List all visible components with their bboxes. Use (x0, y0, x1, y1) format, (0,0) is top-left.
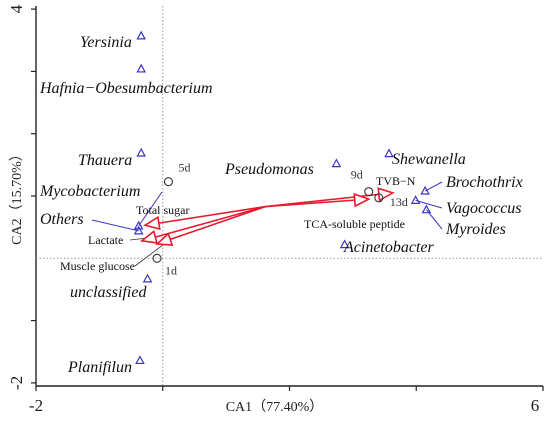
taxon-marker (136, 30, 147, 40)
vector-label: TVB−N (376, 174, 416, 188)
vector-label: TCA-soluble peptide (304, 217, 405, 231)
taxon-label: Hafnia−Obesumbacterium (39, 80, 213, 97)
taxon-marker (421, 204, 432, 214)
taxon-label: Myroides (445, 221, 506, 238)
taxon-marker (136, 147, 147, 157)
taxon-marker (410, 195, 421, 204)
sample-marker (374, 193, 384, 203)
sample-marker (163, 177, 174, 187)
vector-shaft (155, 205, 266, 238)
vector-shaft (170, 205, 266, 241)
taxon-label: Acinetobacter (343, 239, 435, 256)
taxon-label: Pseudomonas (224, 161, 314, 178)
taxon-connector (424, 181, 443, 192)
taxon-marker (420, 185, 430, 195)
taxon-marker (384, 148, 394, 158)
taxon-label: Mycobacterium (39, 183, 140, 200)
taxon-connector (91, 219, 139, 232)
sample-marker (364, 187, 374, 197)
vector-arrowhead (142, 215, 161, 231)
taxon-label: unclassified (70, 284, 147, 301)
taxon-points (133, 30, 432, 365)
taxon-label: Thauera (78, 152, 132, 169)
taxon-connector (138, 191, 163, 227)
taxon-label: Planifilun (67, 359, 132, 376)
reference-lines (36, 6, 543, 386)
y-tick-label: 4 (7, 4, 26, 13)
environmental-vectors (139, 187, 395, 246)
x-tick-label: -2 (29, 396, 43, 415)
y-axis-label: CA2（15.70%） (9, 147, 25, 245)
taxon-marker (331, 158, 342, 168)
taxon-label: Yersinia (80, 34, 132, 51)
x-axis-label: CA1（77.40%） (226, 399, 324, 415)
taxon-marker (339, 239, 350, 249)
sample-label: 1d (165, 263, 177, 277)
y-tick-label: -2 (7, 376, 26, 390)
sample-label: 9d (351, 168, 363, 182)
sample-marker (152, 253, 162, 263)
taxon-label: Others (40, 211, 84, 228)
vector-arrowhead (353, 192, 371, 208)
x-tick-label: 6 (531, 396, 540, 415)
vector-arrowhead (139, 229, 159, 244)
sample-label: 13d (390, 195, 408, 209)
taxon-marker (142, 273, 153, 283)
vector-arrowhead (155, 232, 174, 246)
vector-shaft (265, 199, 355, 208)
taxon-marker (133, 225, 144, 235)
taxon-connector (415, 199, 443, 209)
sample-label: 5d (178, 161, 190, 175)
taxon-label: Shewanella (392, 151, 466, 168)
taxon-label: Vagococcus (446, 200, 522, 217)
vector-label: Total sugar (136, 203, 189, 217)
plot-frame (31, 6, 544, 391)
taxon-label: Brochothrix (446, 174, 523, 191)
sample-points (152, 177, 384, 263)
vector-shaft (158, 205, 266, 224)
point-labels: Yersinia Hafnia−Obesumbacterium Thauera Myc… (39, 34, 523, 376)
vector-label: Muscle glucose (60, 259, 135, 273)
taxon-marker (133, 220, 144, 230)
axes: -2 6 4 -2 CA1（77.40%） CA2（15.70%） (7, 4, 539, 415)
taxon-marker (136, 63, 147, 73)
taxon-marker (135, 355, 145, 365)
vector-label: Lactate (88, 233, 123, 247)
